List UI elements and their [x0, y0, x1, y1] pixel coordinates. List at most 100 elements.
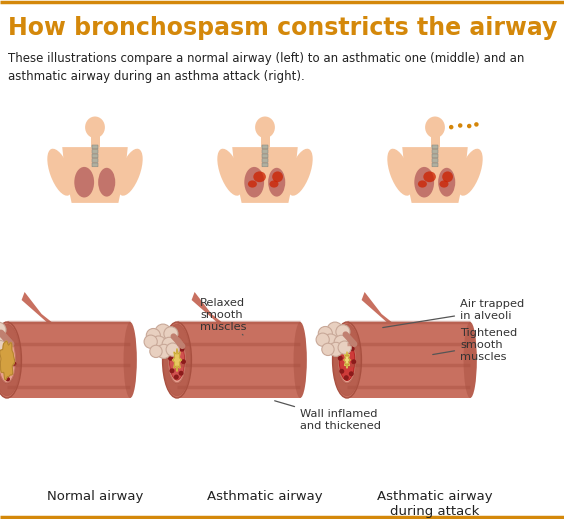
- Ellipse shape: [168, 336, 186, 384]
- Ellipse shape: [338, 337, 356, 383]
- FancyBboxPatch shape: [432, 149, 438, 153]
- Circle shape: [334, 335, 348, 349]
- Ellipse shape: [117, 149, 143, 196]
- Text: These illustrations compare a normal airway (left) to an asthmatic one (middle) : These illustrations compare a normal air…: [8, 52, 525, 83]
- Text: Air trapped
in alveoli: Air trapped in alveoli: [383, 299, 525, 327]
- Text: How bronchospasm constricts the airway: How bronchospasm constricts the airway: [8, 16, 557, 40]
- Circle shape: [338, 356, 343, 361]
- Ellipse shape: [0, 336, 16, 384]
- Circle shape: [344, 375, 349, 380]
- FancyBboxPatch shape: [92, 145, 98, 149]
- Circle shape: [336, 325, 350, 339]
- Ellipse shape: [85, 116, 105, 138]
- Polygon shape: [344, 352, 350, 368]
- Text: Relaxed
smooth
muscles: Relaxed smooth muscles: [200, 298, 246, 335]
- Ellipse shape: [288, 149, 312, 196]
- Ellipse shape: [0, 337, 16, 383]
- Circle shape: [166, 343, 179, 356]
- Circle shape: [458, 123, 462, 128]
- Circle shape: [6, 377, 10, 381]
- Circle shape: [340, 344, 345, 349]
- Circle shape: [150, 345, 162, 358]
- Ellipse shape: [255, 116, 275, 138]
- Ellipse shape: [333, 322, 362, 398]
- Ellipse shape: [272, 171, 283, 182]
- Ellipse shape: [439, 181, 448, 187]
- Ellipse shape: [418, 181, 427, 187]
- Ellipse shape: [169, 340, 184, 380]
- Circle shape: [327, 322, 343, 338]
- Circle shape: [8, 341, 13, 345]
- Polygon shape: [62, 147, 128, 203]
- Circle shape: [345, 340, 350, 345]
- Circle shape: [349, 371, 354, 376]
- Ellipse shape: [164, 324, 191, 395]
- Ellipse shape: [333, 324, 360, 395]
- Ellipse shape: [124, 322, 137, 398]
- Text: Asthmatic airway
during attack: Asthmatic airway during attack: [377, 490, 493, 518]
- Circle shape: [155, 324, 171, 340]
- Ellipse shape: [457, 149, 483, 196]
- FancyBboxPatch shape: [92, 158, 98, 162]
- Circle shape: [0, 340, 7, 356]
- Ellipse shape: [415, 167, 434, 198]
- Polygon shape: [402, 147, 468, 203]
- Circle shape: [340, 369, 344, 374]
- Ellipse shape: [442, 171, 453, 182]
- FancyBboxPatch shape: [92, 163, 98, 167]
- Circle shape: [144, 335, 157, 348]
- Ellipse shape: [0, 324, 20, 395]
- Polygon shape: [0, 341, 15, 380]
- Circle shape: [329, 343, 343, 357]
- Circle shape: [164, 327, 178, 341]
- Polygon shape: [21, 292, 51, 322]
- Polygon shape: [173, 349, 182, 372]
- Ellipse shape: [338, 336, 356, 384]
- Polygon shape: [232, 147, 298, 203]
- FancyBboxPatch shape: [432, 158, 438, 162]
- Circle shape: [151, 336, 166, 351]
- Circle shape: [157, 344, 171, 359]
- Polygon shape: [192, 292, 222, 322]
- FancyBboxPatch shape: [262, 145, 268, 149]
- FancyBboxPatch shape: [177, 322, 300, 398]
- Ellipse shape: [293, 322, 307, 398]
- Ellipse shape: [387, 149, 412, 196]
- Ellipse shape: [168, 337, 186, 383]
- Circle shape: [0, 344, 4, 348]
- FancyBboxPatch shape: [432, 163, 438, 167]
- Ellipse shape: [244, 167, 264, 198]
- Ellipse shape: [47, 149, 73, 196]
- FancyBboxPatch shape: [262, 149, 268, 153]
- Ellipse shape: [217, 149, 243, 196]
- Circle shape: [474, 122, 479, 127]
- FancyBboxPatch shape: [262, 158, 268, 162]
- Text: Tightened
smooth
muscles: Tightened smooth muscles: [433, 329, 517, 362]
- Circle shape: [0, 322, 6, 338]
- Ellipse shape: [162, 322, 191, 398]
- Ellipse shape: [424, 171, 436, 182]
- FancyBboxPatch shape: [92, 149, 98, 153]
- Ellipse shape: [248, 181, 257, 187]
- Circle shape: [169, 368, 174, 373]
- Circle shape: [162, 337, 176, 351]
- Text: Normal airway: Normal airway: [47, 490, 143, 503]
- FancyBboxPatch shape: [262, 163, 268, 167]
- Ellipse shape: [438, 168, 455, 197]
- Circle shape: [12, 362, 16, 366]
- Ellipse shape: [253, 171, 266, 182]
- FancyBboxPatch shape: [262, 154, 268, 158]
- Circle shape: [168, 356, 173, 361]
- Circle shape: [449, 125, 453, 129]
- Ellipse shape: [339, 339, 355, 380]
- FancyBboxPatch shape: [347, 322, 470, 398]
- Ellipse shape: [464, 322, 477, 398]
- Circle shape: [174, 375, 179, 379]
- Circle shape: [179, 371, 184, 376]
- Circle shape: [338, 341, 351, 354]
- Ellipse shape: [74, 167, 94, 198]
- FancyBboxPatch shape: [92, 154, 98, 158]
- Text: Asthmatic airway: Asthmatic airway: [207, 490, 323, 503]
- Circle shape: [322, 343, 334, 356]
- FancyBboxPatch shape: [432, 154, 438, 158]
